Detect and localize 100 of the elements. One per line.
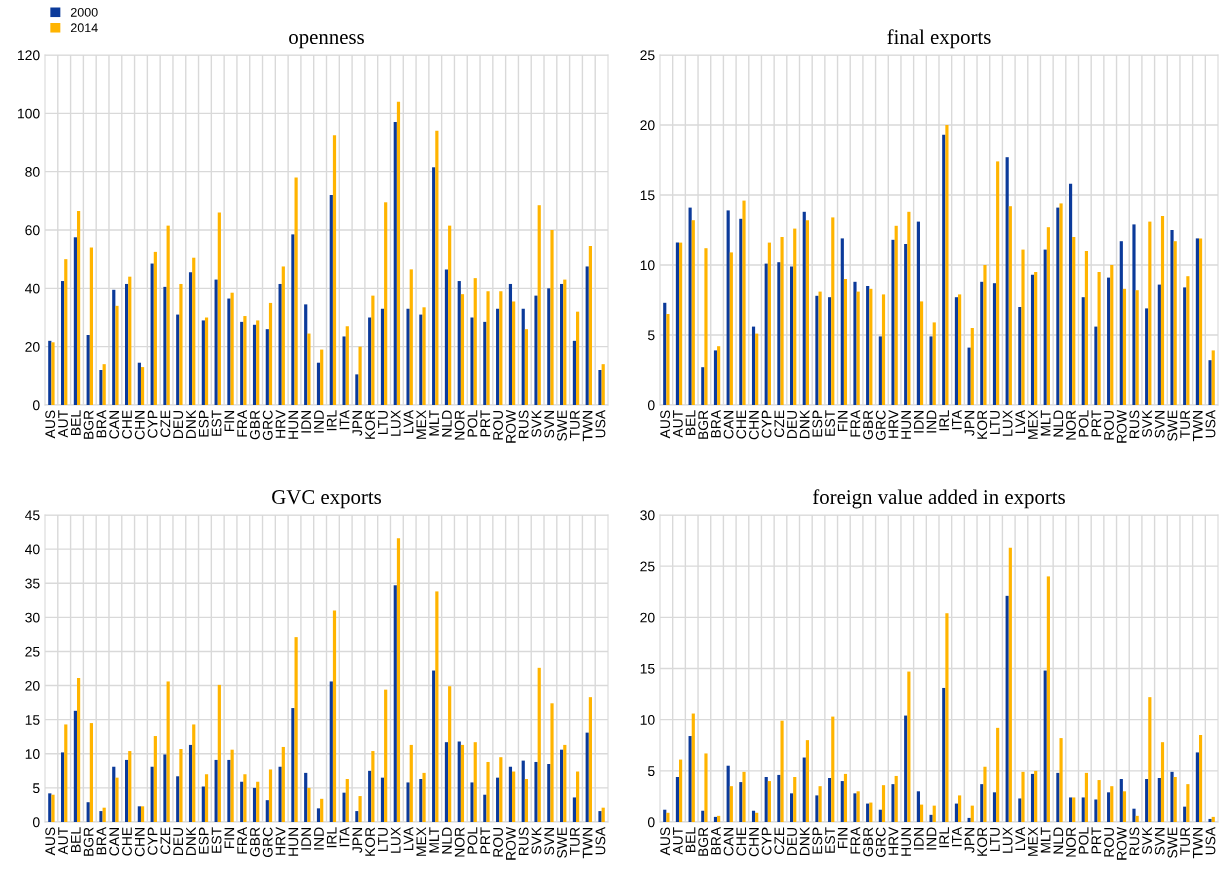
bar (291, 234, 295, 405)
y-tick-label: 45 (25, 510, 40, 521)
x-tick-label: NLD (442, 410, 452, 437)
bar (881, 294, 886, 405)
y-tick-label: 15 (640, 190, 655, 201)
bar (252, 324, 257, 405)
x-tick-label: EST (825, 410, 835, 436)
bar (717, 815, 721, 822)
bar (1211, 350, 1215, 405)
bar (524, 329, 529, 405)
x-tick-label: USA (1205, 409, 1216, 438)
x-tick-label: GBR (250, 827, 260, 857)
bar (435, 130, 439, 405)
x-tick-label: ROW (505, 826, 516, 860)
bar (432, 167, 436, 405)
bar (742, 771, 746, 822)
bar (252, 787, 257, 822)
x-tick-label: LTU (990, 410, 1000, 434)
x-tick-label: GRC (262, 410, 273, 441)
bar (996, 727, 1000, 822)
x-tick-label: SVK (531, 827, 542, 855)
x-tick-label: AUS (660, 827, 671, 856)
bar (76, 678, 81, 822)
bar (1173, 776, 1177, 822)
x-tick-label: ROU (493, 410, 503, 440)
bar (240, 321, 244, 405)
bar (1173, 241, 1177, 405)
bar (240, 781, 244, 822)
bar (150, 766, 154, 822)
bar (576, 311, 580, 405)
bar (316, 362, 321, 405)
bar (691, 713, 695, 822)
bar (1043, 249, 1047, 405)
x-tick-label: NOR (1066, 827, 1076, 857)
x-tick-label: CHN (134, 410, 145, 440)
bar (1094, 326, 1098, 405)
bar (521, 760, 525, 822)
legend-label: 2000 (70, 7, 98, 17)
bar (496, 777, 500, 822)
x-tick-label: PRT (480, 410, 491, 437)
bar (278, 766, 282, 822)
bar (1097, 780, 1101, 822)
bar (805, 740, 810, 822)
x-tick-label: GRC (875, 827, 886, 858)
bar (1034, 272, 1038, 405)
bar (265, 329, 269, 405)
bar (380, 777, 385, 822)
y-tick-label: 10 (25, 749, 40, 759)
bar (945, 125, 949, 405)
bar (919, 804, 924, 822)
bar (1119, 779, 1123, 822)
x-tick-label: MLT (429, 827, 439, 853)
x-tick-label: CZE (774, 827, 785, 854)
x-tick-label: MEX (1028, 827, 1038, 856)
x-tick-label: ROU (493, 827, 503, 857)
bar (828, 297, 832, 405)
bar (954, 297, 959, 405)
bar (755, 333, 759, 405)
x-tick-label: ROW (505, 409, 516, 443)
bar (853, 281, 857, 405)
bar (1021, 771, 1025, 822)
bar (176, 314, 180, 405)
bar (1208, 360, 1212, 405)
x-tick-label: ROW (1116, 826, 1127, 860)
chart-title: final exports (887, 29, 991, 49)
bar (904, 244, 908, 405)
bar (64, 724, 68, 822)
x-tick-label: HRV (275, 409, 286, 438)
bar (815, 795, 819, 822)
bar (1046, 576, 1050, 822)
x-tick-label: IND (314, 410, 324, 433)
x-tick-label: ROU (1104, 827, 1114, 857)
bar (1132, 224, 1136, 405)
bar (393, 122, 397, 405)
x-tick-label: CAN (109, 410, 120, 439)
bar (1046, 227, 1050, 405)
bar (726, 765, 730, 822)
bar (188, 744, 193, 822)
bar (358, 346, 362, 405)
x-tick-label: LVA (1015, 409, 1026, 433)
x-tick-label: CZE (774, 410, 785, 437)
bar (1081, 797, 1085, 822)
bar (1122, 791, 1127, 822)
bar (1072, 237, 1076, 405)
x-tick-label: BRA (711, 409, 721, 438)
y-tick-label: 60 (25, 225, 40, 236)
bar (742, 200, 746, 405)
x-tick-label: POL (467, 410, 478, 437)
bar (1030, 773, 1035, 822)
x-tick-label: MEX (1028, 410, 1038, 439)
bar (894, 775, 898, 822)
bar (704, 753, 708, 822)
bar (227, 759, 231, 822)
x-tick-label: BRA (96, 409, 107, 438)
x-tick-label: USA (595, 409, 606, 438)
x-tick-label: ROW (1116, 409, 1127, 443)
bar (1043, 670, 1047, 822)
y-tick-label: 25 (25, 646, 40, 657)
x-tick-label: HUN (288, 410, 299, 439)
x-tick-label: ESP (812, 410, 823, 437)
